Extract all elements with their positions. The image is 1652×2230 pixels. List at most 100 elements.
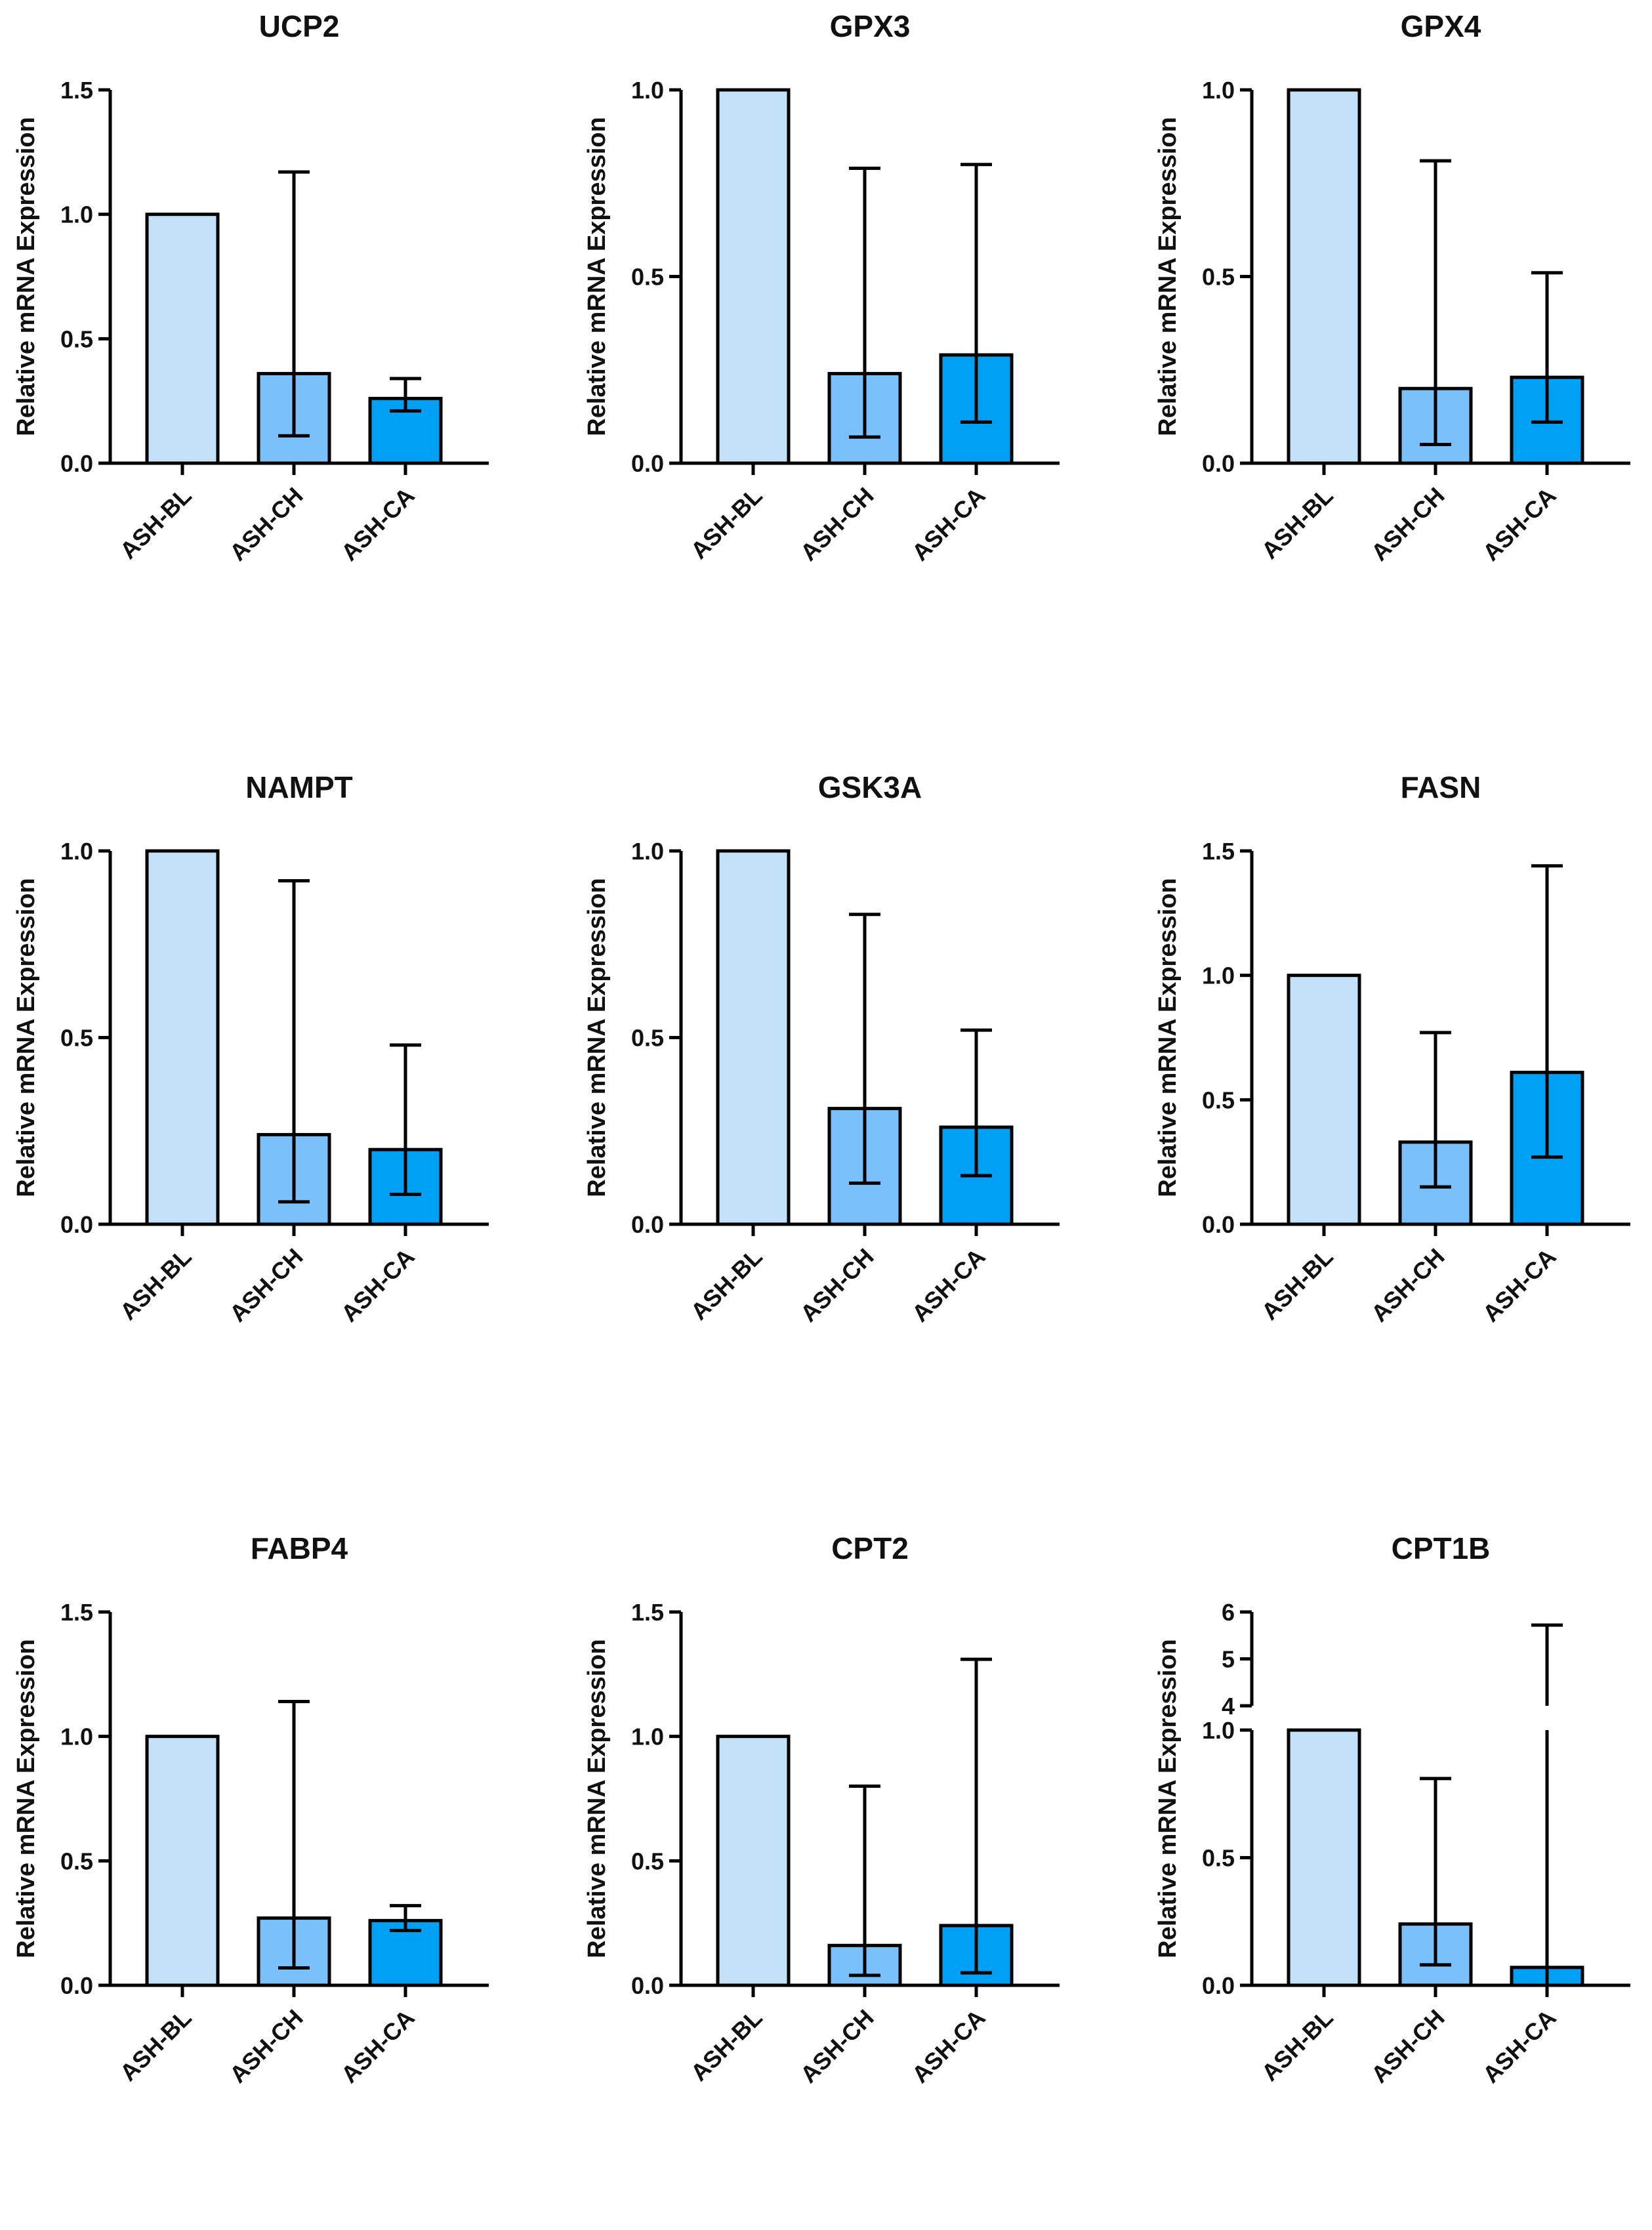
- chart-svg: FASN Relative mRNA Expression 0.0 0.5 1.0 1.5…: [1154, 770, 1630, 1327]
- chart-title: GPX3: [830, 9, 911, 43]
- bar-ash-bl: [145, 849, 220, 1226]
- bar-ash-bl: [1287, 88, 1361, 465]
- x-tick-label: ASH-CH: [1366, 2004, 1450, 2088]
- y-tick-label: 0.0: [631, 1211, 664, 1238]
- y-tick-label: 0.0: [60, 1211, 93, 1238]
- x-tick-label: ASH-BL: [1256, 1243, 1338, 1325]
- y-tick-label: 1.0: [631, 1724, 664, 1750]
- y-axis-label: Relative mRNA Expression: [12, 878, 40, 1197]
- y-tick-label: 5: [1222, 1646, 1235, 1673]
- chart-panel-gsk3a: GSK3A Relative mRNA Expression 0.0 0.5 1.0 AS…: [571, 761, 1121, 1469]
- x-tick-label: ASH-BL: [115, 2004, 197, 2086]
- chart-panel-gpx4: GPX4 Relative mRNA Expression 0.0 0.5 1.0 ASH…: [1142, 0, 1652, 708]
- x-tick-label: ASH-CH: [795, 2004, 879, 2088]
- y-tick-label: 0.5: [60, 1025, 93, 1052]
- y-tick-label: 1.0: [60, 201, 93, 228]
- y-tick-label: 1.0: [631, 77, 664, 104]
- x-tick-label: ASH-CH: [1366, 482, 1450, 566]
- y-axis-label: Relative mRNA Expression: [12, 1639, 40, 1958]
- x-tick-label: ASH-CH: [224, 482, 308, 566]
- chart-title: GSK3A: [818, 770, 922, 804]
- y-tick-label: 0.5: [631, 1848, 664, 1874]
- y-tick-label: 1.0: [1202, 1717, 1235, 1744]
- y-tick-label: 0.0: [1202, 1972, 1235, 1999]
- x-tick-label: ASH-CA: [336, 2004, 420, 2088]
- x-tick-label: ASH-CA: [1477, 1243, 1561, 1327]
- x-tick-label: ASH-CH: [224, 1243, 308, 1327]
- chart-svg: UCP2 Relative mRNA Expression 0.0 0.5 1.0 1.5…: [12, 9, 489, 566]
- y-tick-label: 1.0: [631, 838, 664, 865]
- chart-title: CPT1B: [1392, 1531, 1491, 1565]
- chart-panel-nampt: NAMPT Relative mRNA Expression 0.0 0.5 1.0 AS…: [0, 761, 550, 1469]
- y-tick-label: 1.5: [1202, 838, 1235, 865]
- x-tick-label: ASH-CA: [907, 482, 991, 566]
- y-tick-label: 1.0: [1202, 962, 1235, 989]
- bar-ash-bl: [1287, 1728, 1361, 1987]
- chart-panel-cpt1b: CPT1B Relative mRNA Expression 0.0 0.5 1.0 4 5…: [1142, 1522, 1652, 2230]
- y-tick-label: 1.5: [60, 77, 93, 104]
- y-tick-label: 0.5: [631, 1025, 664, 1052]
- y-axis-label: Relative mRNA Expression: [12, 117, 40, 436]
- chart-svg: CPT2 Relative mRNA Expression 0.0 0.5 1.0 1.5…: [583, 1531, 1060, 2088]
- x-tick-label: ASH-CA: [1477, 482, 1561, 566]
- y-tick-label: 6: [1222, 1599, 1235, 1626]
- chart-title: NAMPT: [245, 770, 353, 804]
- chart-title: FASN: [1401, 770, 1481, 804]
- chart-svg: GSK3A Relative mRNA Expression 0.0 0.5 1.0 AS…: [583, 770, 1060, 1327]
- x-tick-label: ASH-CA: [907, 2004, 991, 2088]
- bar-ash-bl: [716, 1735, 791, 1987]
- chart-title: FABP4: [251, 1531, 348, 1565]
- y-axis-label: Relative mRNA Expression: [1154, 1639, 1182, 1958]
- y-tick-label: 0.5: [60, 1848, 93, 1874]
- y-tick-label: 0.0: [631, 450, 664, 477]
- chart-panel-ucp2: UCP2 Relative mRNA Expression 0.0 0.5 1.0 1.5…: [0, 0, 550, 708]
- x-tick-label: ASH-BL: [1256, 482, 1338, 564]
- x-tick-label: ASH-BL: [686, 2004, 768, 2086]
- chart-title: UCP2: [259, 9, 340, 43]
- x-tick-label: ASH-CA: [336, 482, 420, 566]
- bar-ash-bl: [145, 213, 220, 465]
- y-tick-label: 0.5: [60, 325, 93, 352]
- x-tick-label: ASH-BL: [115, 1243, 197, 1325]
- y-tick-label: 0.0: [1202, 1211, 1235, 1238]
- bar-ash-bl: [1287, 974, 1361, 1226]
- chart-grid: UCP2 Relative mRNA Expression 0.0 0.5 1.0 1.5…: [0, 0, 1652, 2088]
- y-tick-label: 0.5: [1202, 1845, 1235, 1872]
- x-tick-label: ASH-CH: [1366, 1243, 1450, 1327]
- y-tick-label: 0.0: [60, 450, 93, 477]
- x-tick-label: ASH-CH: [795, 482, 879, 566]
- x-tick-label: ASH-CA: [907, 1243, 991, 1327]
- chart-panel-gpx3: GPX3 Relative mRNA Expression 0.0 0.5 1.0 ASH…: [571, 0, 1121, 708]
- y-axis-label: Relative mRNA Expression: [583, 117, 611, 436]
- y-axis-label: Relative mRNA Expression: [1154, 117, 1182, 436]
- y-tick-label: 4: [1222, 1693, 1235, 1720]
- chart-panel-cpt2: CPT2 Relative mRNA Expression 0.0 0.5 1.0 1.5…: [571, 1522, 1121, 2230]
- y-axis-label: Relative mRNA Expression: [583, 1639, 611, 1958]
- x-tick-label: ASH-BL: [1256, 2004, 1338, 2086]
- y-tick-label: 1.0: [60, 1724, 93, 1750]
- bar-ash-bl: [716, 88, 791, 465]
- chart-svg: NAMPT Relative mRNA Expression 0.0 0.5 1.0 AS…: [12, 770, 489, 1327]
- bar-ash-bl: [145, 1735, 220, 1987]
- y-tick-label: 0.0: [631, 1972, 664, 1999]
- y-axis-label: Relative mRNA Expression: [1154, 878, 1182, 1197]
- chart-svg: FABP4 Relative mRNA Expression 0.0 0.5 1.0 1.…: [12, 1531, 489, 2088]
- y-tick-label: 1.5: [60, 1599, 93, 1626]
- y-tick-label: 1.0: [60, 838, 93, 865]
- chart-title: CPT2: [831, 1531, 909, 1565]
- chart-svg: CPT1B Relative mRNA Expression 0.0 0.5 1.04 5…: [1154, 1531, 1630, 2088]
- y-tick-label: 1.0: [1202, 77, 1235, 104]
- y-tick-label: 1.5: [631, 1599, 664, 1626]
- chart-panel-fabp4: FABP4 Relative mRNA Expression 0.0 0.5 1.0 1.…: [0, 1522, 550, 2230]
- chart-svg: GPX4 Relative mRNA Expression 0.0 0.5 1.0 ASH…: [1154, 9, 1630, 566]
- x-tick-label: ASH-CA: [336, 1243, 420, 1327]
- bar-ash-bl: [716, 849, 791, 1226]
- x-tick-label: ASH-BL: [686, 482, 768, 564]
- chart-panel-fasn: FASN Relative mRNA Expression 0.0 0.5 1.0 1.5…: [1142, 761, 1652, 1469]
- x-tick-label: ASH-BL: [115, 482, 197, 564]
- y-tick-label: 0.5: [1202, 1086, 1235, 1113]
- x-tick-label: ASH-CH: [795, 1243, 879, 1327]
- y-tick-label: 0.5: [1202, 264, 1235, 291]
- y-tick-label: 0.0: [1202, 450, 1235, 477]
- y-axis-label: Relative mRNA Expression: [583, 878, 611, 1197]
